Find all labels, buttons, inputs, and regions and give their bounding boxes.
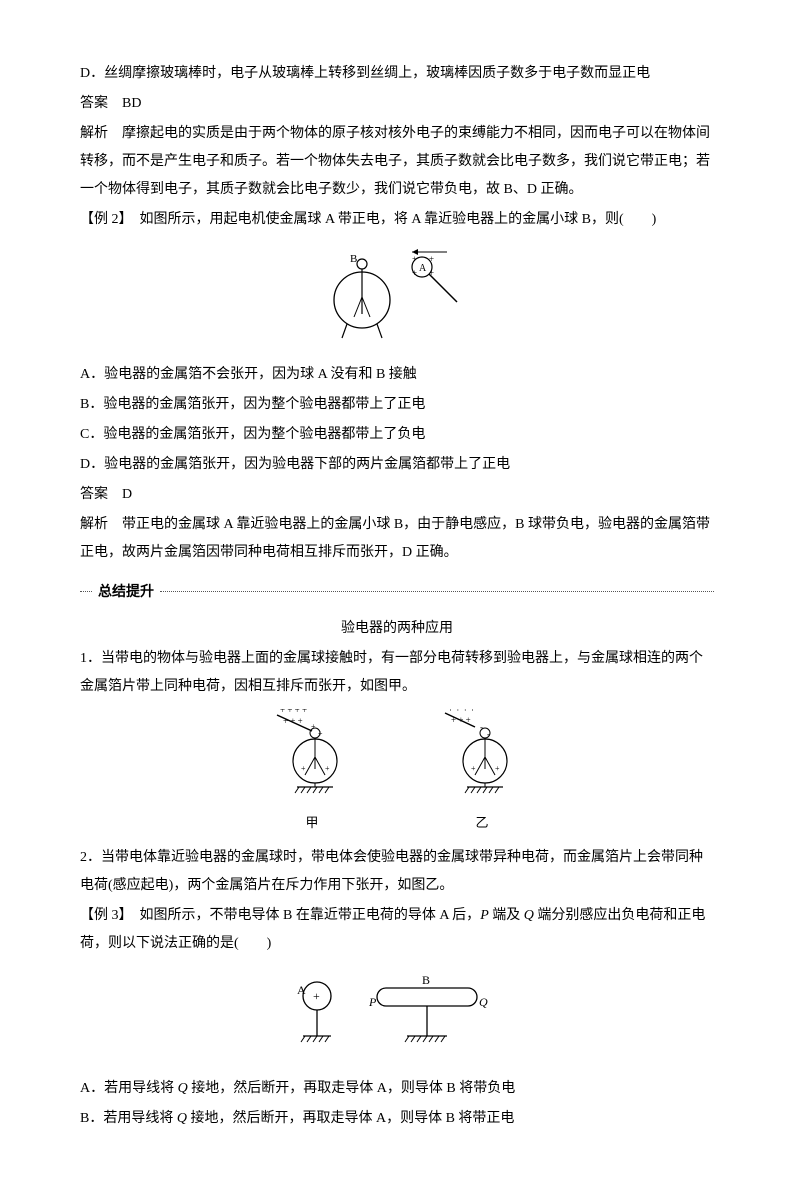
svg-text:B: B bbox=[350, 253, 357, 265]
answer-line: 答案 BD bbox=[80, 90, 714, 118]
ex2-answer: 答案 D bbox=[80, 481, 714, 509]
svg-text:+: + bbox=[301, 764, 306, 773]
svg-text:-: - bbox=[487, 729, 490, 739]
ex2-option-c: C．验电器的金属箔张开，因为整个验电器都带上了负电 bbox=[80, 421, 714, 449]
svg-text:+: + bbox=[429, 254, 434, 264]
paragraph-4: 1．当带电的物体与验电器上面的金属球接触时，有一部分电荷转移到验电器上，与金属球… bbox=[80, 645, 714, 701]
section-label: 总结提升 bbox=[92, 577, 160, 605]
example-2-question: 【例 2】 如图所示，用起电机使金属球 A 带正电，将 A 靠近验电器上的金属小… bbox=[80, 206, 714, 234]
electroscope-figures: + + + + + + + + + + + bbox=[80, 709, 714, 836]
svg-text:+ + + +: + + + + bbox=[280, 709, 307, 715]
svg-text:A: A bbox=[419, 263, 427, 274]
svg-text:+: + bbox=[311, 722, 316, 731]
svg-text:A: A bbox=[297, 983, 306, 997]
svg-text:+: + bbox=[495, 764, 500, 773]
example-3-question: 【例 3】 如图所示，不带电导体 B 在靠近带正电荷的导体 A 后，P 端及 Q… bbox=[80, 902, 714, 958]
svg-text:+: + bbox=[412, 268, 417, 278]
svg-text:B: B bbox=[422, 973, 430, 987]
ex2-explanation: 解析 带正电的金属球 A 靠近验电器上的金属小球 B，由于静电感应，B 球带负电… bbox=[80, 511, 714, 567]
section-title: 验电器的两种应用 bbox=[80, 615, 714, 643]
option-d-text: D．丝绸摩擦玻璃棒时，电子从玻璃棒上转移到丝绸上，玻璃棒因质子数多于电子数而显正… bbox=[80, 60, 714, 88]
section-header: 总结提升 bbox=[80, 577, 714, 605]
caption-yi: 乙 bbox=[427, 810, 537, 836]
svg-text:+: + bbox=[412, 254, 417, 264]
ex3-option-a: A．若用导线将 Q 接地，然后断开，再取走导体 A，则导体 B 将带负电 bbox=[80, 1075, 714, 1103]
ex2-option-a: A．验电器的金属箔不会张开，因为球 A 没有和 B 接触 bbox=[80, 361, 714, 389]
example-3-diagram: + A P Q B bbox=[80, 966, 714, 1067]
example-2-diagram: B A + + + + bbox=[80, 242, 714, 353]
svg-text:+ + +: + + + bbox=[451, 715, 471, 725]
svg-text:+ + + +: + + + + bbox=[448, 709, 475, 714]
paragraph-5: 2．当带电体靠近验电器的金属球时，带电体会使验电器的金属球带异种电荷，而金属箔片… bbox=[80, 844, 714, 900]
svg-text:+ + +: + + + bbox=[283, 716, 303, 726]
svg-text:+: + bbox=[313, 989, 320, 1003]
caption-jia: 甲 bbox=[257, 810, 367, 836]
svg-text:-: - bbox=[480, 722, 483, 732]
svg-text:+: + bbox=[318, 729, 323, 738]
ex3-option-b: B．若用导线将 Q 接地，然后断开，再取走导体 A，则导体 B 将带正电 bbox=[80, 1105, 714, 1133]
svg-text:P: P bbox=[368, 995, 377, 1009]
svg-text:+: + bbox=[325, 764, 330, 773]
svg-text:Q: Q bbox=[479, 995, 488, 1009]
explanation-1: 解析 摩擦起电的实质是由于两个物体的原子核对核外电子的束缚能力不相同，因而电子可… bbox=[80, 120, 714, 204]
ex2-option-b: B．验电器的金属箔张开，因为整个验电器都带上了正电 bbox=[80, 391, 714, 419]
ex2-option-d: D．验电器的金属箔张开，因为验电器下部的两片金属箔都带上了正电 bbox=[80, 451, 714, 479]
svg-text:+: + bbox=[471, 764, 476, 773]
